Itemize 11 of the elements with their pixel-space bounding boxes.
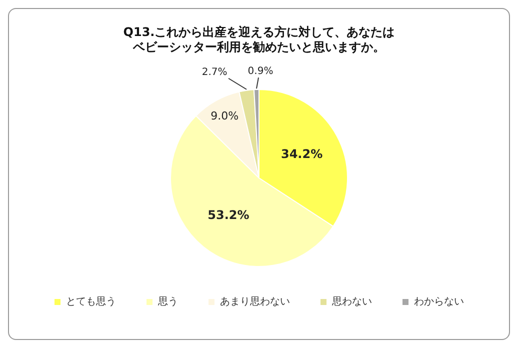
chart-title: Q13.これから出産を迎える方に対して、あなたはベビーシッター利用を勧めたいと思いますか。: [122, 25, 396, 55]
legend-label: とても思う: [66, 296, 116, 308]
data-label: 53.2%: [208, 208, 250, 222]
legend-label: 思わない: [331, 296, 372, 308]
legend-label: 思う: [157, 296, 178, 308]
data-label: 0.9%: [248, 66, 274, 78]
data-label: 34.2%: [280, 146, 323, 161]
legend-label: わからない: [414, 296, 464, 308]
data-label: 2.7%: [202, 66, 228, 78]
data-label: 9.0%: [210, 109, 239, 122]
legend-label: あまり思わない: [220, 296, 290, 308]
